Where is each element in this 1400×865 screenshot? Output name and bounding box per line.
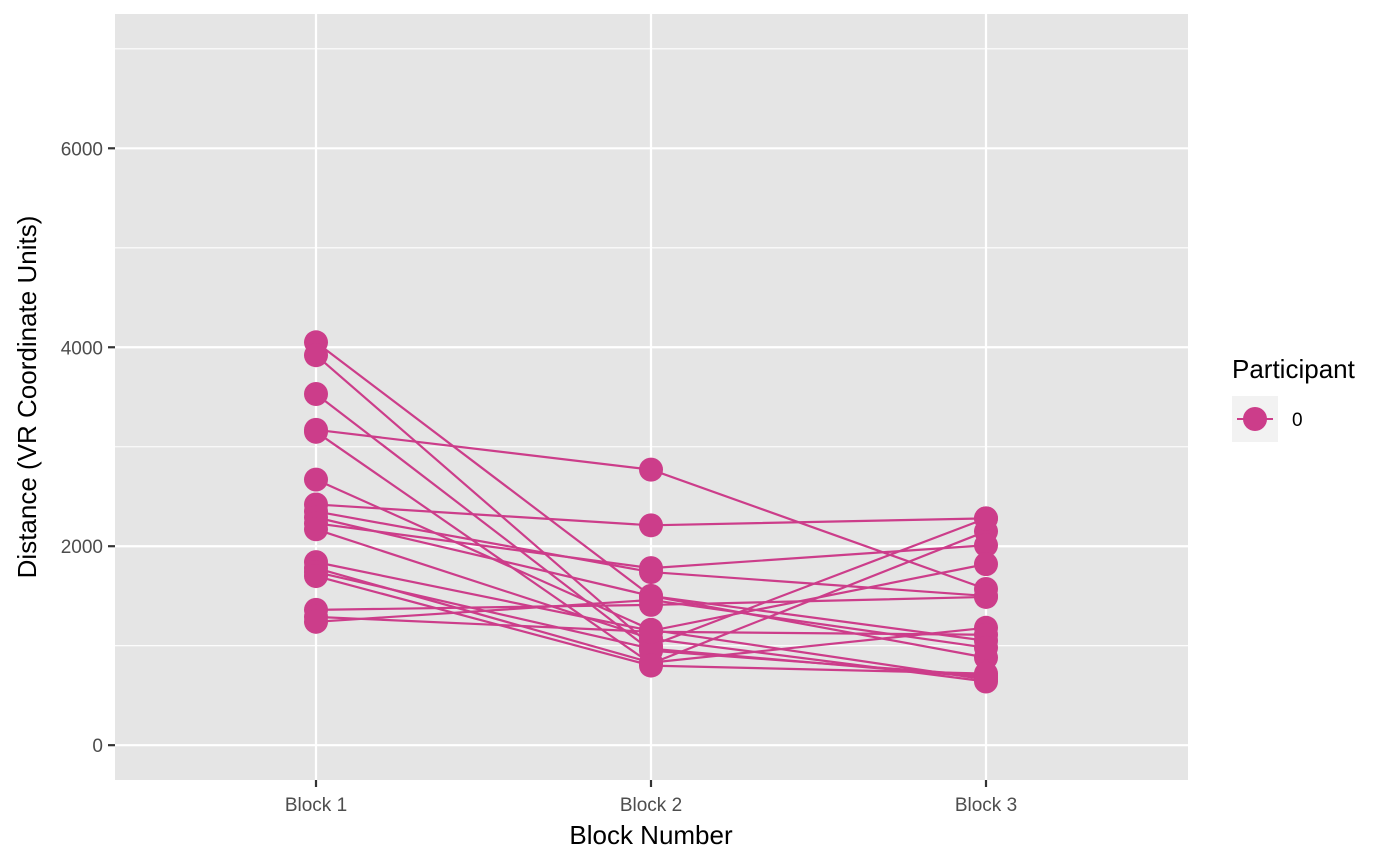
y-tick-label: 4000 bbox=[61, 338, 103, 359]
x-tick-label: Block 1 bbox=[285, 795, 347, 816]
data-point bbox=[974, 506, 998, 531]
data-point bbox=[639, 636, 663, 661]
data-point bbox=[974, 635, 998, 660]
data-point bbox=[304, 382, 328, 407]
y-axis-title: Distance (VR Coordinate Units) bbox=[12, 216, 42, 579]
y-tick-label: 2000 bbox=[61, 537, 103, 558]
data-point bbox=[639, 513, 663, 538]
data-point bbox=[639, 556, 663, 581]
y-tick-label: 6000 bbox=[61, 139, 103, 160]
y-tick-label: 0 bbox=[92, 736, 103, 757]
data-point bbox=[304, 517, 328, 542]
data-point bbox=[974, 584, 998, 609]
data-point bbox=[304, 467, 328, 492]
data-point bbox=[639, 457, 663, 482]
legend: Participant 0 bbox=[1232, 354, 1356, 442]
x-tick-label: Block 2 bbox=[620, 795, 682, 816]
data-point bbox=[304, 609, 328, 634]
data-point bbox=[639, 587, 663, 612]
data-point bbox=[639, 653, 663, 678]
data-point bbox=[974, 552, 998, 577]
x-axis: Block 1 Block 2 Block 3 bbox=[285, 780, 1017, 816]
x-tick-label: Block 3 bbox=[955, 795, 1017, 816]
legend-key-point bbox=[1243, 407, 1267, 431]
x-axis-title: Block Number bbox=[569, 820, 733, 850]
data-point bbox=[304, 419, 328, 444]
series-points bbox=[304, 330, 998, 694]
y-axis: 0 2000 4000 6000 bbox=[61, 139, 115, 757]
data-point bbox=[639, 619, 663, 644]
legend-label: 0 bbox=[1292, 410, 1303, 431]
data-point bbox=[974, 533, 998, 558]
legend-title: Participant bbox=[1232, 354, 1356, 384]
data-point bbox=[974, 661, 998, 686]
data-point bbox=[304, 564, 328, 589]
data-point bbox=[304, 343, 328, 368]
